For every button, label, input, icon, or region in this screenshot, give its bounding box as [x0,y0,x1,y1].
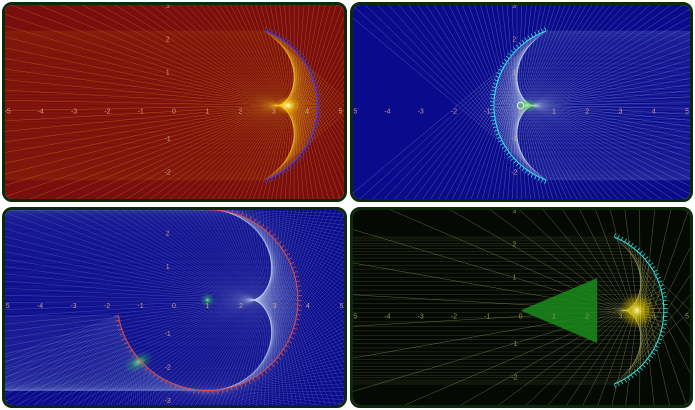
svg-text:-5: -5 [5,303,10,310]
svg-text:0: 0 [519,314,523,321]
svg-text:4: 4 [305,109,309,116]
svg-text:-4: -4 [37,303,43,310]
svg-text:2: 2 [585,314,589,321]
svg-text:-3: -3 [418,109,424,116]
svg-text:3: 3 [512,210,516,215]
svg-text:-5: -5 [5,109,11,116]
svg-text:-2: -2 [104,303,110,310]
svg-text:1: 1 [552,314,556,321]
svg-text:-3: -3 [70,303,76,310]
svg-text:-4: -4 [38,109,44,116]
svg-text:0: 0 [172,109,176,116]
svg-text:3: 3 [619,314,623,321]
svg-text:-1: -1 [165,331,171,338]
svg-text:-3: -3 [71,109,77,116]
svg-text:1: 1 [205,109,209,116]
svg-text:1: 1 [512,275,516,282]
svg-text:-2: -2 [511,375,517,382]
svg-text:-1: -1 [511,136,517,143]
svg-text:1: 1 [206,303,210,310]
svg-text:-2: -2 [165,170,171,177]
svg-text:5: 5 [685,314,689,321]
svg-text:5: 5 [685,109,689,116]
svg-text:-2: -2 [511,170,517,177]
svg-text:-4: -4 [384,314,390,321]
svg-text:-3: -3 [165,398,171,405]
svg-text:5: 5 [340,303,344,310]
svg-text:0: 0 [172,303,176,310]
svg-text:1: 1 [552,109,556,116]
svg-text:-3: -3 [418,314,424,321]
svg-text:-1: -1 [484,314,490,321]
svg-text:-1: -1 [165,136,171,143]
svg-text:2: 2 [166,230,170,237]
svg-text:-5: -5 [353,314,357,321]
svg-text:2: 2 [166,36,170,43]
svg-text:3: 3 [272,109,276,116]
svg-text:3: 3 [619,109,623,116]
svg-text:-4: -4 [384,109,390,116]
svg-text:3: 3 [512,5,516,10]
svg-text:3: 3 [166,5,170,10]
svg-text:4: 4 [652,109,656,116]
svg-text:5: 5 [339,109,343,116]
svg-text:-1: -1 [138,109,144,116]
svg-text:4: 4 [306,303,310,310]
svg-text:3: 3 [273,303,277,310]
svg-text:-2: -2 [165,364,171,371]
svg-text:2: 2 [585,109,589,116]
svg-text:-2: -2 [451,109,457,116]
svg-text:1: 1 [166,70,170,77]
svg-text:-1: -1 [511,341,517,348]
svg-text:0: 0 [519,109,523,116]
svg-text:2: 2 [239,109,243,116]
svg-text:2: 2 [512,241,516,248]
svg-text:2: 2 [512,36,516,43]
svg-text:2: 2 [239,303,243,310]
svg-text:-1: -1 [137,303,143,310]
svg-text:-2: -2 [451,314,457,321]
svg-text:-5: -5 [353,109,357,116]
svg-text:4: 4 [652,314,656,321]
svg-text:1: 1 [166,264,170,271]
svg-text:-1: -1 [484,109,490,116]
svg-text:1: 1 [512,70,516,77]
svg-text:-2: -2 [104,109,110,116]
